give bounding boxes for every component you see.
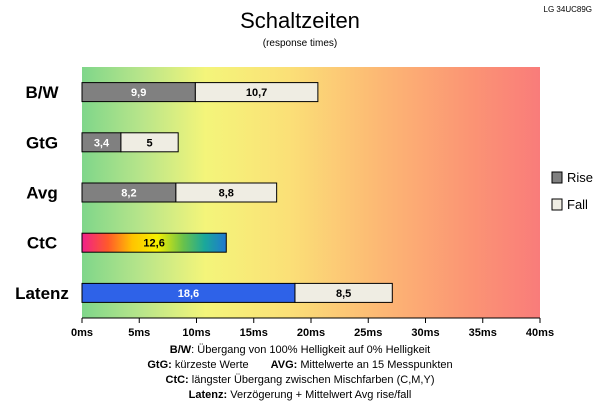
x-tick-label: 25ms: [354, 327, 382, 339]
bar-rise-label: 9,9: [131, 87, 146, 99]
note-key: Latenz:: [188, 389, 228, 401]
category-label: B/W: [25, 83, 59, 102]
category-label: CtC: [27, 234, 57, 253]
legend-swatch: [551, 171, 563, 184]
legend-label: Rise: [567, 170, 593, 185]
x-tick-label: 35ms: [469, 327, 497, 339]
x-tick-label: 40ms: [526, 327, 554, 339]
note-text: längster Übergang zwischen Mischfarben (…: [188, 374, 435, 386]
model-label: LG 34UC89G: [544, 5, 592, 14]
x-tick-label: 15ms: [240, 327, 268, 339]
bar-rise-label: 18,6: [178, 288, 199, 300]
chart-subtitle: (response times): [263, 38, 337, 49]
x-tick-label: 20ms: [297, 327, 325, 339]
footnotes: B/W: Übergang von 100% Helligkeit auf 0%…: [0, 343, 600, 403]
note-gtg-avg: GtG: kürzeste Werte AVG: Mittelwerte an 1…: [0, 358, 600, 373]
bar-fall: [175, 182, 278, 203]
note-key: CtC:: [165, 374, 189, 386]
bar-fall-label: 5: [146, 137, 152, 149]
note-bw: B/W: Übergang von 100% Helligkeit auf 0%…: [0, 343, 600, 358]
note-key: AVG:: [270, 359, 298, 371]
x-tick-label: 0ms: [71, 327, 93, 339]
note-text: Mittelwerte an 15 Messpunkten: [297, 359, 453, 371]
chart-title: Schaltzeiten: [240, 8, 360, 33]
legend-swatch: [551, 198, 563, 211]
bar-fall: [294, 282, 393, 303]
x-tick-label: 30ms: [411, 327, 439, 339]
bar-rise-label: 12,6: [143, 238, 164, 250]
note-ctc: CtC: längster Übergang zwischen Mischfar…: [0, 373, 600, 388]
bar-fall-label: 10,7: [246, 87, 267, 99]
note-latenz: Latenz: Verzögerung + Mittelwert Avg ris…: [0, 388, 600, 403]
note-key: GtG:: [147, 359, 172, 371]
bar-fall-label: 8,8: [219, 188, 234, 200]
note-text: : Übergang von 100% Helligkeit auf 0% He…: [191, 344, 431, 356]
category-label: GtG: [26, 133, 58, 152]
category-label: Latenz: [15, 284, 69, 303]
x-tick-label: 5ms: [128, 327, 150, 339]
bar-fall: [194, 82, 319, 103]
bar-fall-label: 8,5: [336, 288, 351, 300]
legend-label: Fall: [567, 197, 588, 212]
note-text: kürzeste Werte: [171, 359, 249, 371]
note-key: B/W: [169, 344, 192, 356]
note-text: Verzögerung + Mittelwert Avg rise/fall: [227, 389, 412, 401]
bar-rise: [81, 232, 227, 253]
bar-fall: [120, 132, 179, 153]
x-tick-label: 10ms: [182, 327, 210, 339]
category-label: Avg: [26, 184, 58, 203]
bar-rise-label: 3,4: [94, 137, 110, 149]
bar-rise-label: 8,2: [121, 188, 136, 200]
